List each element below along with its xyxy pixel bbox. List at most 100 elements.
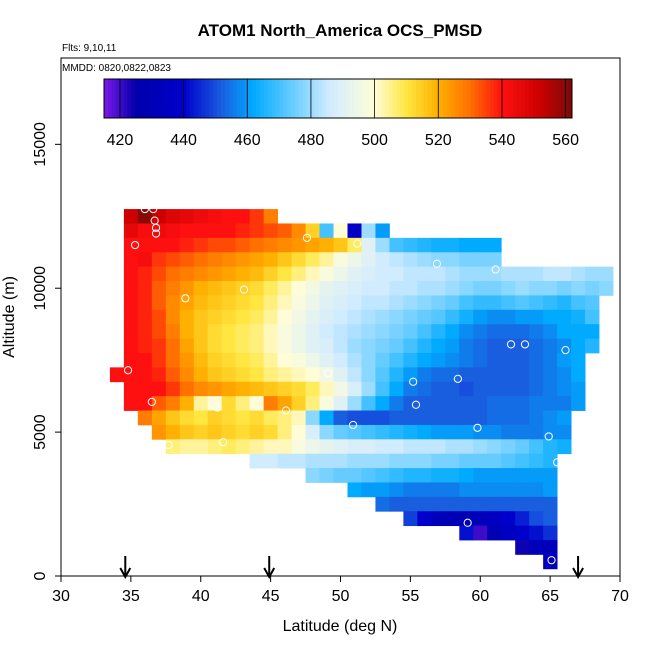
heatmap-cell	[333, 439, 348, 455]
heatmap-cell	[151, 410, 167, 426]
colorbar-segment	[353, 79, 358, 118]
heatmap-cell	[319, 381, 334, 397]
heatmap-cell	[235, 266, 251, 282]
heatmap-cell	[333, 281, 348, 296]
heatmap-cell	[319, 468, 334, 483]
colorbar-segment	[380, 79, 386, 118]
heatmap-cell	[375, 266, 390, 282]
heatmap-cell	[389, 309, 404, 325]
y-axis: 0 5000 10000 15000	[32, 122, 61, 580]
heatmap-cell	[137, 209, 153, 224]
heatmap-cell	[235, 309, 251, 325]
colorbar-tick-label: 520	[425, 132, 452, 149]
heatmap-cell	[487, 439, 502, 455]
sample-point	[520, 340, 530, 349]
heatmap-cell	[431, 453, 446, 469]
colorbar-segment	[470, 79, 475, 118]
heatmap-cell	[403, 324, 418, 339]
colorbar-segment	[205, 79, 210, 118]
colorbar-tick-label: 420	[107, 132, 134, 149]
heatmap-cell	[557, 324, 572, 339]
heatmap-cell	[319, 252, 334, 268]
heatmap-cell	[123, 352, 139, 368]
heatmap-cell	[501, 266, 516, 282]
heatmap-cell	[529, 468, 544, 483]
heatmap-cell	[361, 295, 376, 311]
heatmap-cell	[193, 338, 209, 354]
heatmap-cell	[263, 309, 279, 325]
heatmap-cell	[403, 468, 418, 483]
colorbar-segment	[170, 79, 175, 118]
heatmap-cell	[207, 439, 223, 455]
heatmap-cell	[193, 367, 209, 383]
heatmap-cell	[403, 252, 418, 268]
heatmap-cell	[557, 439, 572, 455]
heatmap-cell	[291, 324, 306, 339]
heatmap-cell	[277, 295, 292, 311]
heatmap-cell	[193, 223, 209, 239]
heatmap-cell	[529, 381, 544, 397]
heatmap-cell	[207, 324, 223, 339]
heatmap-cell	[389, 252, 404, 268]
heatmap-cell	[221, 367, 237, 383]
heatmap-cell	[515, 324, 530, 339]
heatmap-cell	[403, 338, 418, 354]
x-tick-label: 35	[122, 588, 140, 605]
heatmap-cell	[221, 410, 237, 426]
heatmap-cell	[179, 396, 195, 411]
colorbar-segment	[201, 79, 206, 118]
heatmap-cell	[557, 424, 572, 440]
heatmap-cell	[137, 266, 153, 282]
sample-point	[348, 420, 358, 430]
heatmap-cell	[263, 381, 279, 397]
heatmap-cell	[543, 468, 558, 483]
heatmap-cell	[529, 367, 544, 383]
colorbar-segment	[416, 79, 421, 118]
heatmap-cell	[431, 338, 446, 354]
heatmap-cell	[319, 237, 334, 253]
heatmap-cell	[459, 338, 474, 354]
colorbar-segment	[197, 79, 202, 118]
heatmap-cell	[403, 424, 418, 440]
sample-point	[453, 374, 462, 383]
colorbar-segment	[178, 79, 183, 118]
heatmap-cell	[459, 252, 474, 268]
heatmap-cell	[165, 209, 181, 224]
heatmap-cell	[501, 453, 516, 469]
heatmap-cell	[319, 410, 334, 426]
colorbar-segment	[104, 79, 109, 118]
heatmap-cell	[319, 324, 334, 339]
colorbar-segment	[326, 79, 331, 118]
heatmap-cell	[389, 496, 404, 512]
heatmap-cell	[459, 396, 474, 411]
heatmap-cell	[571, 309, 586, 325]
heatmap-cell	[417, 468, 432, 483]
colorbar-segment	[486, 79, 491, 118]
heatmap-cell	[305, 338, 320, 354]
colorbar-segment	[497, 79, 503, 118]
heatmap-cell	[249, 338, 265, 354]
heatmap-cell	[529, 338, 544, 354]
heatmap-cell	[179, 309, 195, 325]
heatmap-cell	[305, 223, 320, 239]
colorbar-segment	[509, 79, 514, 118]
heatmap-cell	[207, 252, 223, 268]
heatmap-cell	[417, 338, 432, 354]
heatmap-cell	[305, 266, 320, 282]
heatmap-cell	[431, 281, 446, 296]
colorbar-segment	[123, 79, 128, 118]
heatmap-cell	[375, 381, 390, 397]
colorbar-segment	[443, 79, 448, 118]
heatmap-cell	[137, 309, 153, 325]
heatmap-cell	[347, 281, 362, 296]
heatmap-cell	[417, 252, 432, 268]
heatmap-cell	[277, 381, 292, 397]
heatmap-cell	[221, 381, 237, 397]
colorbar-tick-label: 500	[361, 132, 388, 149]
colorbar-tick-label: 460	[234, 132, 261, 149]
heatmap-cell	[333, 237, 348, 253]
colorbar-segment	[127, 79, 132, 118]
heatmap-cell	[193, 324, 209, 339]
heatmap-cell	[347, 396, 362, 411]
